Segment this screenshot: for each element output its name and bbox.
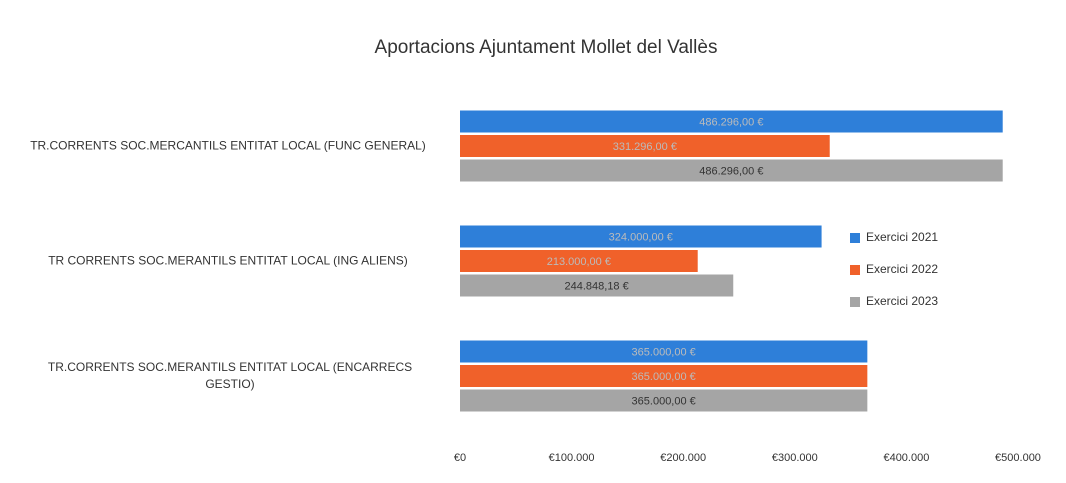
legend-swatch xyxy=(850,233,860,243)
x-tick-label: €300.000 xyxy=(772,452,818,464)
bar xyxy=(460,340,868,363)
y-tick-label: TR.CORRENTS SOC.MERANTILS ENTITAT LOCAL … xyxy=(47,360,413,391)
legend-label: Exercici 2021 xyxy=(866,230,938,244)
legend-swatch xyxy=(850,265,860,275)
data-label: 365.000,00 € xyxy=(632,346,696,358)
legend-label: Exercici 2022 xyxy=(866,262,938,276)
data-label: 244.848,18 € xyxy=(565,280,629,292)
data-label: 331.296,00 € xyxy=(613,141,677,153)
x-tick-label: €100.000 xyxy=(549,452,595,464)
bar xyxy=(460,225,822,248)
data-label: 486.296,00 € xyxy=(699,116,763,128)
bar xyxy=(460,365,868,387)
bar xyxy=(460,274,734,297)
legend-label: Exercici 2023 xyxy=(866,294,938,308)
y-tick-label: TR.CORRENTS SOC.MERCANTILS ENTITAT LOCAL… xyxy=(30,138,426,153)
bar xyxy=(460,159,1003,182)
bar xyxy=(460,389,868,412)
bar xyxy=(460,250,698,272)
data-label: 365.000,00 € xyxy=(632,395,696,407)
x-tick-label: €200.000 xyxy=(660,452,706,464)
x-tick-label: €500.000 xyxy=(995,452,1041,464)
data-label: 213.000,00 € xyxy=(547,256,611,268)
data-label: 486.296,00 € xyxy=(699,165,763,177)
data-label: 365.000,00 € xyxy=(632,371,696,383)
chart-title: Aportacions Ajuntament Mollet del Vallès xyxy=(375,37,718,58)
x-tick-label: €400.000 xyxy=(883,452,929,464)
bar xyxy=(460,110,1003,133)
bar xyxy=(460,135,830,157)
x-tick-label: €0 xyxy=(454,452,466,464)
data-label: 324.000,00 € xyxy=(609,231,673,243)
y-tick-label: TR CORRENTS SOC.MERANTILS ENTITAT LOCAL … xyxy=(48,253,408,268)
legend-swatch xyxy=(850,297,860,307)
